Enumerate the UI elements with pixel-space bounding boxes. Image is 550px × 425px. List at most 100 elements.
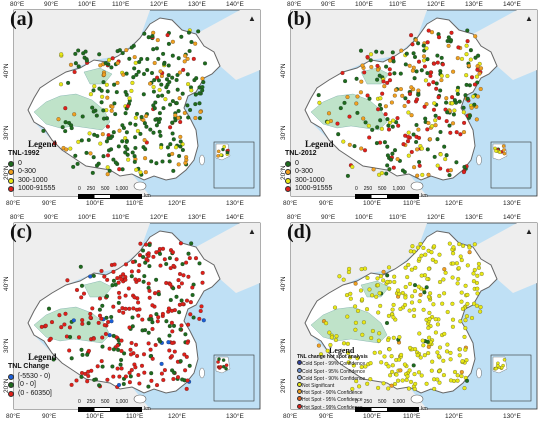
data-point [116,347,121,352]
data-point [448,350,453,355]
data-point [340,70,345,76]
data-point [170,151,175,156]
data-point [405,374,410,379]
data-point [375,63,380,68]
data-point [366,123,371,128]
data-point [434,86,439,91]
data-point [67,325,72,330]
data-point [375,276,380,281]
data-point [156,94,161,99]
data-point [193,92,198,97]
data-point [379,360,384,365]
data-point [435,350,440,355]
data-point [387,167,392,172]
data-point [385,163,390,168]
longitude-label: 120°E [150,214,168,221]
map-canvas [13,222,261,410]
data-point [461,110,466,115]
data-point [91,109,96,114]
data-point [463,326,468,331]
data-point [150,320,155,325]
data-point [432,154,437,159]
data-point [388,58,393,63]
hainan-island [133,394,147,404]
data-point [105,95,110,100]
data-point [185,72,190,77]
data-point [417,159,422,165]
data-point [170,99,175,104]
data-point [435,60,440,65]
data-point [360,332,365,337]
longitude-label: 130°E [465,1,483,8]
data-point [178,139,183,144]
longitude-label: 100°E [86,200,104,207]
data-point [460,306,465,311]
legend-item-label: Cold Spot - 95% Confidence [302,368,366,375]
longitude-label: 120°E [168,413,186,420]
data-point [469,315,475,321]
data-point [324,321,329,326]
data-point [79,283,85,288]
data-point [104,315,109,320]
legend-item-label: Hot Spot - 90% Confidence [302,390,363,397]
data-point [448,168,453,173]
data-point [348,296,353,301]
data-point [107,57,112,63]
data-point [101,154,106,159]
longitude-label: 80°E [6,413,21,420]
data-point [421,54,427,59]
longitude-label: 110°E [389,1,407,8]
data-point [448,357,453,362]
data-point [78,264,83,269]
data-point [359,267,364,272]
data-point [426,325,431,330]
data-point [138,131,143,136]
data-point [109,65,114,70]
data-point [162,257,167,262]
data-point [138,170,143,175]
map-panel-a: (a) 80°E 90°E 100°E 110°E 120°E 130°E 140°E 80°E… [0,0,273,212]
data-point [468,48,473,53]
data-point [316,343,321,348]
longitude-label: 130°E [188,214,206,221]
data-point [317,100,322,105]
data-point [152,291,158,296]
data-point [409,267,414,272]
data-point [127,325,132,330]
longitude-label: 120°E [427,214,445,221]
data-point [102,72,107,77]
data-point [141,92,146,97]
data-point [171,168,176,173]
data-point [152,60,157,66]
data-point [171,263,176,268]
data-point [222,144,226,149]
data-point [113,160,118,165]
data-point [130,150,135,155]
longitude-label: 80°E [283,200,298,207]
data-point [168,125,173,130]
data-point [346,360,351,365]
data-point [383,104,388,109]
data-point [412,372,417,377]
data-point [450,317,456,322]
data-point [333,337,338,343]
data-point [435,322,440,327]
data-point [139,114,144,120]
data-point [194,76,199,81]
data-point [147,288,152,293]
data-point [465,263,470,268]
data-point [417,299,422,304]
data-point [100,132,105,137]
data-point [154,277,159,282]
data-point [441,358,446,363]
data-point [146,35,151,40]
data-point [132,295,137,300]
map-panel-d: (d) 80°E 90°E 100°E 110°E 120°E 130°E 140°E 80°E… [277,213,550,425]
data-point [107,333,112,338]
data-point [97,307,102,312]
data-point [121,272,126,277]
data-point [73,51,78,56]
map-legend: Legend TNL change hot spot analysis Cold S… [297,346,368,411]
longitude-label: 100°E [363,413,381,420]
data-point [409,149,414,155]
